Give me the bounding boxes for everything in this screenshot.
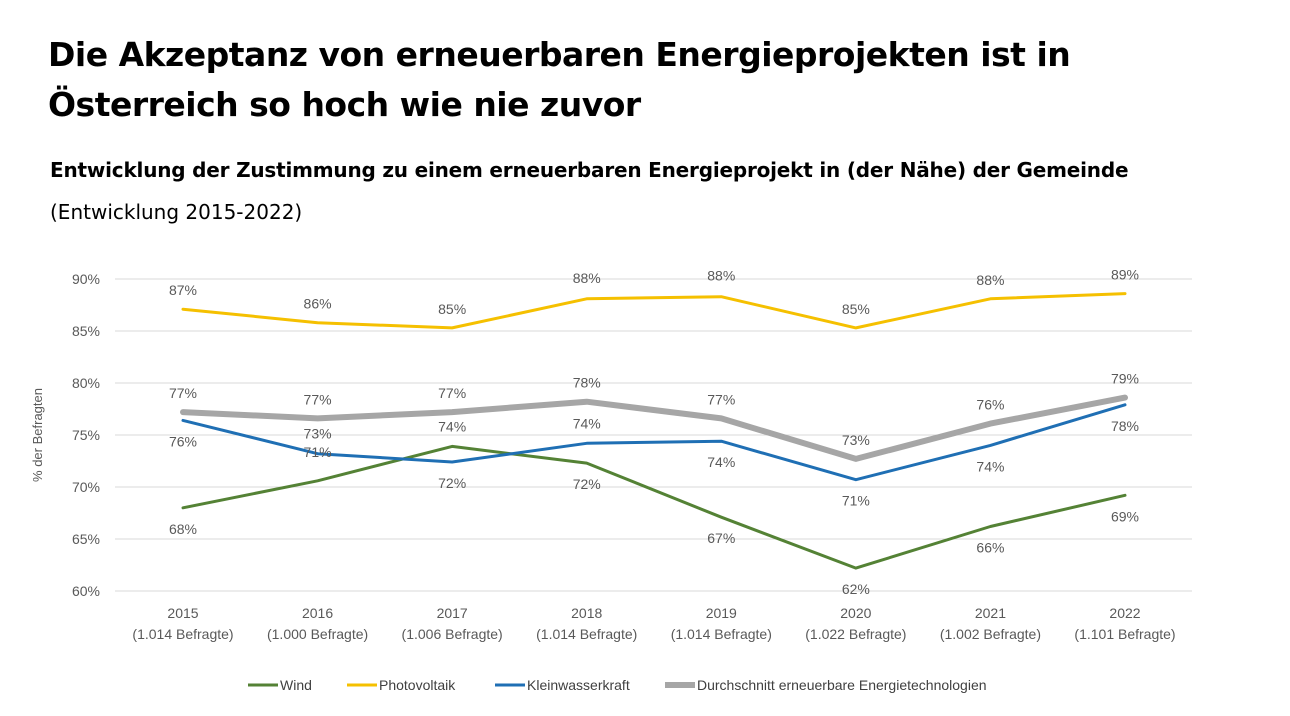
data-label-durchschnitt-erneuerbare-energietechnologien: 76% — [976, 397, 1004, 413]
x-tick-label: 2022 — [1109, 605, 1140, 621]
x-tick-sublabel: (1.101 Befragte) — [1074, 626, 1175, 642]
x-tick-label: 2020 — [840, 605, 871, 621]
data-label-kleinwasserkraft: 72% — [438, 475, 466, 491]
y-tick-label: 75% — [72, 427, 100, 443]
data-label-wind: 62% — [842, 581, 870, 597]
data-label-durchschnitt-erneuerbare-energietechnologien: 77% — [438, 385, 466, 401]
data-label-durchschnitt-erneuerbare-energietechnologien: 79% — [1111, 371, 1139, 387]
data-label-wind: 74% — [438, 418, 466, 434]
data-label-photovoltaik: 88% — [976, 272, 1004, 288]
data-label-kleinwasserkraft: 73% — [304, 426, 332, 442]
series-line-wind — [181, 444, 1127, 570]
x-tick-sublabel: (1.014 Befragte) — [132, 626, 233, 642]
x-tick-sublabel: (1.000 Befragte) — [267, 626, 368, 642]
data-label-photovoltaik: 86% — [304, 296, 332, 312]
data-label-photovoltaik: 89% — [1111, 267, 1139, 283]
series-line-kleinwasserkraft — [181, 403, 1127, 482]
series-line-photovoltaik — [181, 292, 1127, 330]
legend-label-photovoltaik: Photovoltaik — [379, 677, 456, 693]
data-label-wind: 72% — [573, 476, 601, 492]
data-label-durchschnitt-erneuerbare-energietechnologien: 73% — [842, 432, 870, 448]
x-tick-sublabel: (1.006 Befragte) — [402, 626, 503, 642]
legend-label-wind: Wind — [280, 677, 312, 693]
y-tick-label: 80% — [72, 375, 100, 391]
data-label-photovoltaik: 87% — [169, 282, 197, 298]
x-tick-label: 2017 — [437, 605, 468, 621]
data-label-photovoltaik: 85% — [438, 301, 466, 317]
x-tick-sublabel: (1.002 Befragte) — [940, 626, 1041, 642]
data-label-wind: 68% — [169, 521, 197, 537]
y-tick-label: 60% — [72, 583, 100, 599]
x-tick-label: 2018 — [571, 605, 602, 621]
chart-subtitle: Entwicklung der Zustimmung zu einem erne… — [50, 158, 1129, 182]
data-label-wind: 71% — [304, 444, 332, 460]
data-label-durchschnitt-erneuerbare-energietechnologien: 77% — [304, 391, 332, 407]
y-axis-label: % der Befragten — [30, 388, 45, 482]
x-tick-sublabel: (1.014 Befragte) — [536, 626, 637, 642]
data-label-kleinwasserkraft: 74% — [573, 415, 601, 431]
data-label-photovoltaik: 88% — [707, 268, 735, 284]
y-tick-label: 70% — [72, 479, 100, 495]
x-tick-sublabel: (1.022 Befragte) — [805, 626, 906, 642]
data-label-durchschnitt-erneuerbare-energietechnologien: 78% — [573, 375, 601, 391]
x-tick-label: 2019 — [706, 605, 737, 621]
data-label-kleinwasserkraft: 74% — [707, 454, 735, 470]
chart-period: (Entwicklung 2015-2022) — [50, 200, 303, 224]
data-label-kleinwasserkraft: 76% — [169, 433, 197, 449]
page-title: Die Akzeptanz von erneuerbaren Energiepr… — [48, 35, 1071, 124]
x-tick-label: 2021 — [975, 605, 1006, 621]
data-label-durchschnitt-erneuerbare-energietechnologien: 77% — [169, 385, 197, 401]
x-tick-label: 2015 — [167, 605, 198, 621]
legend-label-kleinwasserkraft: Kleinwasserkraft — [527, 677, 630, 693]
data-label-kleinwasserkraft: 74% — [976, 458, 1004, 474]
data-label-photovoltaik: 88% — [573, 270, 601, 286]
x-tick-sublabel: (1.014 Befragte) — [671, 626, 772, 642]
data-label-photovoltaik: 85% — [842, 301, 870, 317]
legend-label-durchschnitt-erneuerbare-energietechnologien: Durchschnitt erneuerbare Energietechnolo… — [697, 677, 987, 693]
y-tick-label: 90% — [72, 271, 100, 287]
data-label-durchschnitt-erneuerbare-energietechnologien: 77% — [707, 391, 735, 407]
series-line-durchschnitt-erneuerbare-energietechnologien — [180, 394, 1128, 462]
y-tick-label: 85% — [72, 323, 100, 339]
data-label-wind: 67% — [707, 530, 735, 546]
data-label-wind: 66% — [976, 540, 1004, 556]
data-label-kleinwasserkraft: 71% — [842, 493, 870, 509]
data-label-wind: 69% — [1111, 508, 1139, 524]
x-tick-label: 2016 — [302, 605, 333, 621]
y-tick-label: 65% — [72, 531, 100, 547]
data-label-kleinwasserkraft: 78% — [1111, 418, 1139, 434]
